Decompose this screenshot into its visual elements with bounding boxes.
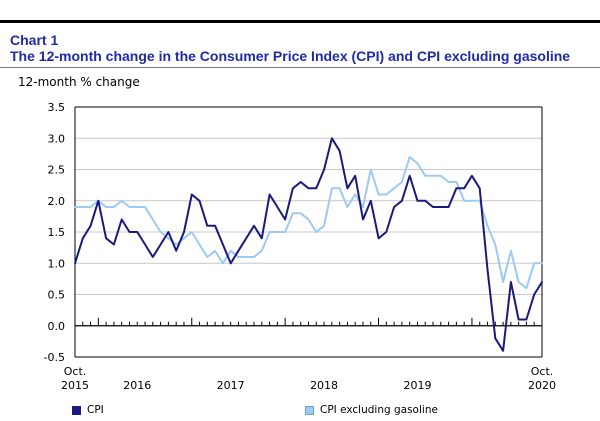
- x-tick-label: 2015: [61, 379, 89, 392]
- x-tick-label: Oct.: [531, 365, 554, 378]
- y-tick-label: 1.5: [48, 226, 66, 239]
- x-tick-label: 2020: [528, 379, 556, 392]
- y-tick-label: 1.0: [48, 257, 66, 270]
- legend-item-cpi: CPI: [72, 404, 104, 416]
- top-rule: [0, 20, 600, 23]
- y-tick-label: 0.0: [48, 320, 66, 333]
- legend-label-cpi-excl-gasoline: CPI excluding gasoline: [320, 404, 438, 416]
- series-line-cpi: [74, 137, 543, 352]
- x-tick-label: Oct.: [64, 365, 87, 378]
- y-tick-label: 2.5: [48, 164, 66, 177]
- chart-number: Chart 1: [10, 32, 59, 48]
- y-tick-label: 3.5: [48, 101, 66, 114]
- legend-label-cpi: CPI: [87, 404, 104, 416]
- x-tick-label: 2018: [310, 379, 338, 392]
- series-line-cpi-excl-gasoline: [74, 156, 543, 290]
- y-tick-label: 2.0: [48, 195, 66, 208]
- x-tick-label: 2016: [123, 379, 151, 392]
- legend-swatch-cpi-excl-gasoline: [305, 405, 314, 415]
- y-tick-label: 3.0: [48, 132, 66, 145]
- y-axis-label: 12-month % change: [18, 75, 140, 89]
- legend-swatch-cpi: [72, 405, 81, 415]
- chart-title: The 12-month change in the Consumer Pric…: [10, 48, 571, 64]
- legend-item-cpi-excl-gasoline: CPI excluding gasoline: [305, 404, 438, 416]
- x-tick-label: 2019: [403, 379, 431, 392]
- y-tick-label: -0.5: [44, 351, 65, 364]
- x-tick-label: 2017: [217, 379, 245, 392]
- y-tick-label: 0.5: [48, 289, 66, 302]
- title-separator: [0, 67, 600, 68]
